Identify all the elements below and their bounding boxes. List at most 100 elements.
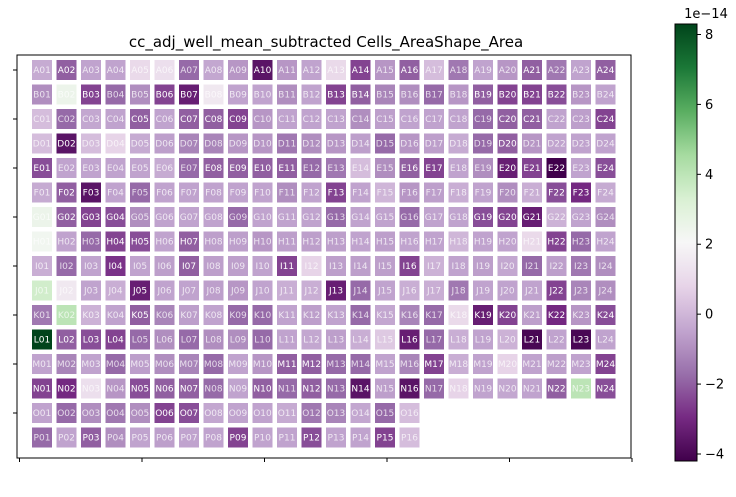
heatmap-cell: E06 <box>154 158 175 178</box>
cell-label: B22 <box>548 91 566 101</box>
cell-rect <box>571 133 591 154</box>
heatmap-cell: H22 <box>546 231 567 252</box>
cell-rect <box>473 60 493 80</box>
cell-label: J08 <box>205 287 220 297</box>
cell-label: H16 <box>400 238 418 248</box>
cell-label: N09 <box>229 385 247 395</box>
cell-label: L13 <box>328 336 344 346</box>
heatmap-cell: C02 <box>56 109 77 129</box>
heatmap-cell: L08 <box>203 329 224 350</box>
cell-rect <box>326 182 346 203</box>
cell-label: F05 <box>132 189 149 199</box>
heatmap-cell: F17 <box>424 182 444 203</box>
cell-rect <box>32 207 52 227</box>
cell-label: B12 <box>303 91 321 101</box>
cell-label: B09 <box>229 91 247 101</box>
cell-label: A20 <box>499 66 517 76</box>
cell-label: H14 <box>351 238 369 248</box>
cell-rect <box>350 280 371 301</box>
cell-label: B20 <box>499 91 517 101</box>
cell-rect <box>81 231 101 252</box>
heatmap-cell: D01 <box>32 133 52 154</box>
heatmap-cell: L14 <box>350 329 371 350</box>
cell-label: B16 <box>401 91 419 101</box>
cell-label: E18 <box>450 164 467 174</box>
heatmap-cell: B06 <box>154 84 175 105</box>
cell-label: I20 <box>500 262 514 272</box>
cell-label: F12 <box>303 189 320 199</box>
cell-label: O16 <box>400 409 419 419</box>
heatmap-cell: L13 <box>326 329 346 350</box>
heatmap-cell: I10 <box>252 256 273 276</box>
cell-label: M04 <box>106 360 125 370</box>
cell-rect <box>375 378 395 399</box>
cell-rect <box>105 109 126 129</box>
cell-rect <box>326 403 346 423</box>
heatmap-cell: J20 <box>497 280 518 301</box>
cell-rect <box>277 109 297 129</box>
heatmap-cell: C08 <box>203 109 224 129</box>
cell-rect <box>154 133 175 154</box>
heatmap-cell: N22 <box>546 378 567 399</box>
heatmap-cell: G01 <box>32 207 52 227</box>
cell-rect <box>546 109 567 129</box>
cell-label: C02 <box>58 115 76 125</box>
cell-label: I06 <box>157 262 171 272</box>
cell-label: H01 <box>33 238 51 248</box>
heatmap-cell: H16 <box>399 231 420 252</box>
cell-rect <box>399 84 420 105</box>
cell-rect <box>56 158 77 178</box>
heatmap-cell: D11 <box>277 133 297 154</box>
cell-rect <box>56 231 77 252</box>
cell-rect <box>522 60 542 80</box>
heatmap-cell: F18 <box>448 182 469 203</box>
heatmap-cell: L01 <box>32 329 52 350</box>
cell-rect <box>546 256 567 276</box>
heatmap-cell: H06 <box>154 231 175 252</box>
cell-label: J13 <box>328 287 343 297</box>
heatmap-cell: K16 <box>399 305 420 325</box>
cell-label: N02 <box>57 385 75 395</box>
cell-rect <box>130 256 150 276</box>
heatmap-cell: F24 <box>595 182 616 203</box>
cell-label: P02 <box>58 434 75 444</box>
cell-rect <box>32 109 52 129</box>
heatmap-cell: D06 <box>154 133 175 154</box>
cell-label: J10 <box>254 287 269 297</box>
cell-label: P09 <box>230 434 247 444</box>
cell-rect <box>448 305 469 325</box>
cell-rect <box>375 280 395 301</box>
cell-rect <box>81 354 101 374</box>
cell-label: M03 <box>81 360 100 370</box>
cell-rect <box>497 133 518 154</box>
cell-label: K13 <box>327 311 344 321</box>
cell-label: J24 <box>597 287 612 297</box>
cell-label: J23 <box>573 287 588 297</box>
cell-label: D08 <box>204 140 223 150</box>
heatmap-cell: M02 <box>56 354 77 374</box>
heatmap-cell: J21 <box>522 280 542 301</box>
cell-label: D15 <box>376 140 394 150</box>
heatmap-cell: M17 <box>424 354 444 374</box>
cell-rect <box>179 378 199 399</box>
heatmap-cell: E22 <box>546 158 567 178</box>
heatmap-cell: A19 <box>473 60 493 80</box>
cell-label: I07 <box>182 262 196 272</box>
cell-rect <box>571 60 591 80</box>
cell-label: J18 <box>450 287 465 297</box>
cell-rect <box>277 182 297 203</box>
cell-rect <box>375 182 395 203</box>
cell-rect <box>546 84 567 105</box>
cell-rect <box>448 109 469 129</box>
cell-rect <box>154 60 175 80</box>
cell-label: N16 <box>400 385 418 395</box>
cell-label: M09 <box>228 360 247 370</box>
heatmap-cell: N11 <box>277 378 297 399</box>
heatmap-cell: K10 <box>252 305 273 325</box>
heatmap-cell: K22 <box>546 305 567 325</box>
cell-rect <box>81 329 101 350</box>
heatmap-cell: L24 <box>595 329 616 350</box>
heatmap-cell: B16 <box>399 84 420 105</box>
cell-rect <box>399 403 420 423</box>
cell-label: M15 <box>375 360 394 370</box>
